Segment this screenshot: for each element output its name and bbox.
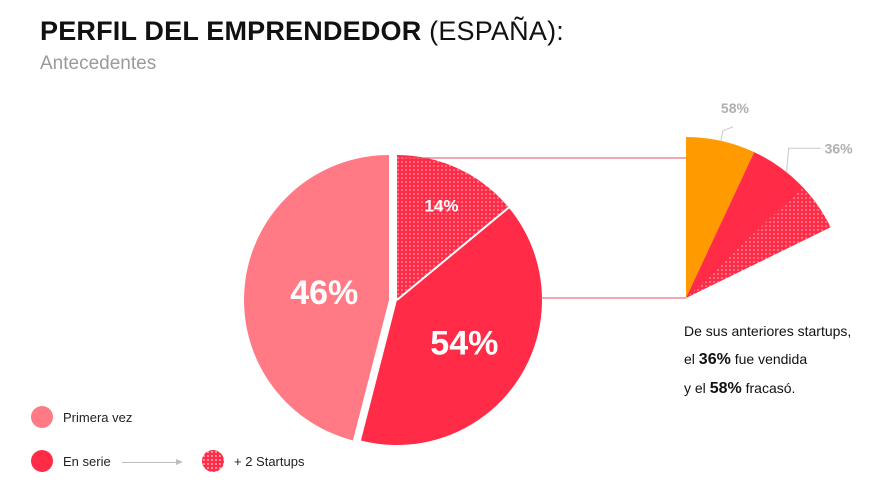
legend-swatch-primera-vez xyxy=(31,406,53,428)
slice-label-2-startups: 14% xyxy=(424,197,458,216)
page-title: PERFIL DEL EMPRENDEDOR (ESPAÑA): xyxy=(40,16,564,47)
slice-label-primera-vez: 46% xyxy=(290,274,358,312)
pie-slice-primera-vez xyxy=(244,154,389,441)
note-line-1: De sus anteriores startups, xyxy=(684,323,852,339)
wedge-label-58: 58% xyxy=(721,100,750,116)
legend-item-en-serie: En serie xyxy=(31,450,111,472)
note-line-2-post: fue vendida xyxy=(730,351,808,367)
note-line-3: y el 58% fracasó. xyxy=(684,374,851,403)
legend-swatch-2-startups xyxy=(202,450,224,472)
note-line-3-bold: 58% xyxy=(709,380,742,397)
legend-arrow-head xyxy=(176,459,183,465)
wedge-slice-fracaso-pattern xyxy=(686,187,831,298)
wedge-label-36: 36% xyxy=(825,140,854,156)
title-light: (ESPAÑA): xyxy=(429,16,564,46)
leader-line-36 xyxy=(786,147,821,173)
title-bold: PERFIL DEL EMPRENDEDOR xyxy=(40,16,422,46)
page-subtitle: Antecedentes xyxy=(40,53,157,74)
legend-label-primera-vez: Primera vez xyxy=(63,409,133,425)
slice-label-en-serie: 54% xyxy=(430,325,498,363)
note-line-2-pre: el xyxy=(684,351,699,367)
legend-item-primera-vez: Primera vez xyxy=(31,406,132,428)
note-line-2-bold: 36% xyxy=(698,351,731,368)
pie-slice-2-startups xyxy=(397,155,509,300)
wedge-slice-vendida xyxy=(686,137,755,298)
slice-separator xyxy=(396,206,510,301)
wedge-slice-fracaso xyxy=(686,152,831,298)
legend-label-2-startups: + 2 Startups xyxy=(234,453,305,469)
note-line-2: el 36% fue vendida xyxy=(684,345,851,374)
legend-swatch-en-serie xyxy=(31,450,53,472)
legend-item-2-startups: + 2 Startups xyxy=(202,450,304,472)
note-line-3-post: fracasó. xyxy=(741,380,796,396)
note-line-3-pre: y el xyxy=(684,380,710,396)
breakdown-note: De sus anteriores startups, el 36% fue v… xyxy=(684,317,851,403)
legend-label-en-serie: En serie xyxy=(63,453,111,469)
leader-line-58 xyxy=(720,126,734,141)
legend-arrow-line xyxy=(122,462,178,463)
